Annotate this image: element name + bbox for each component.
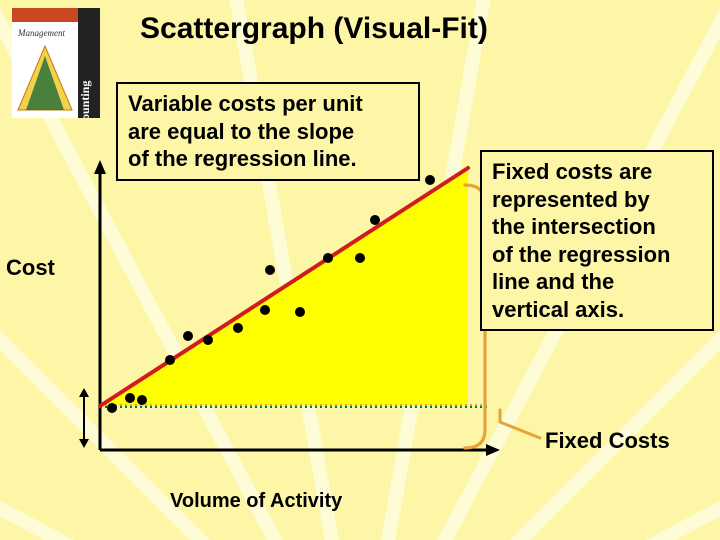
y-axis-label: Cost <box>6 255 55 281</box>
slide-canvas: Management Accounting Scattergraph (Visua… <box>0 0 720 540</box>
fixed-costs-label: Fixed Costs <box>545 428 670 454</box>
svg-text:Management: Management <box>17 28 65 38</box>
svg-text:Accounting: Accounting <box>78 81 92 118</box>
page-title: Scattergraph (Visual-Fit) <box>140 12 488 46</box>
variable-cost-callout: Variable costs per unitare equal to the … <box>116 82 420 181</box>
scatter-chart <box>70 150 500 490</box>
x-axis-label: Volume of Activity <box>170 490 342 513</box>
fixed-cost-callout: Fixed costs arerepresented bythe interse… <box>480 150 714 331</box>
book-cover: Management Accounting <box>12 8 100 118</box>
